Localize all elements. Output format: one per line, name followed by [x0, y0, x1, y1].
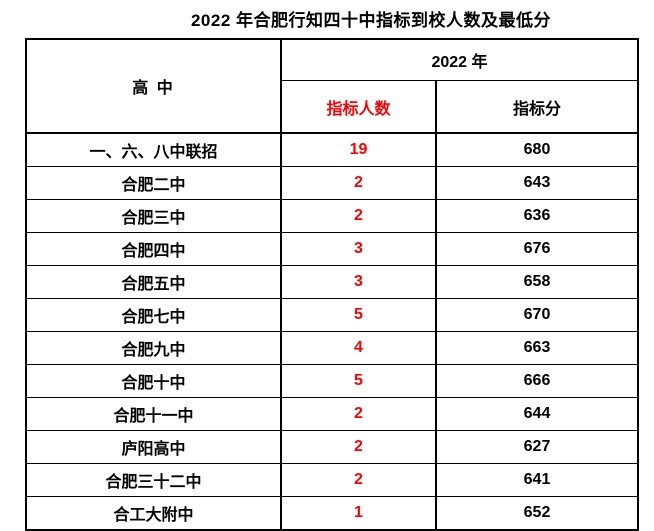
table-row: 合肥二中 2 643 [25, 166, 640, 200]
page-title: 2022 年合肥行知四十中指标到校人数及最低分 [190, 11, 552, 30]
table-row: 合肥四中 3 676 [25, 232, 640, 266]
school-name-cell: 合肥三十二中 [25, 463, 282, 497]
quota-score-cell: 663 [434, 331, 640, 365]
quota-score-cell: 641 [434, 463, 640, 497]
quota-count-cell: 2 [280, 397, 437, 431]
table-row: 合肥三十二中 2 641 [25, 463, 640, 497]
school-name-cell: 合肥十一中 [25, 397, 282, 431]
table-body: 一、六、八中联招 19 680 合肥二中 2 643 合肥三中 2 636 合肥… [25, 132, 640, 531]
header-row-year: 高 中 2022 年 [25, 38, 640, 134]
quota-count-cell: 2 [280, 463, 437, 497]
table-row: 合肥七中 5 670 [25, 298, 640, 332]
quota-count-cell: 2 [280, 166, 437, 200]
column-header-quota-score: 指标分 [434, 80, 640, 134]
quota-score-cell: 636 [434, 199, 640, 233]
quota-count-cell: 5 [280, 364, 437, 398]
quota-count-cell: 3 [280, 265, 437, 299]
quota-count-cell: 4 [280, 331, 437, 365]
column-header-school: 高 中 [25, 38, 282, 134]
header-row-sub: 指标人数 指标分 [26, 80, 640, 134]
quota-score-cell: 627 [434, 430, 640, 464]
school-name-cell: 庐阳高中 [25, 430, 282, 464]
quota-score-cell: 643 [434, 166, 640, 200]
quota-count-cell: 3 [280, 232, 437, 266]
quota-count-cell: 2 [280, 430, 437, 464]
quota-score-cell: 680 [434, 132, 640, 167]
table-row: 合肥十中 5 666 [25, 364, 640, 398]
table-row: 合肥五中 3 658 [25, 265, 640, 299]
quota-score-cell: 658 [434, 265, 640, 299]
school-name-cell: 合肥七中 [25, 298, 282, 332]
table-row: 庐阳高中 2 627 [25, 430, 640, 464]
table-header: 高 中 2022 年 指标人数 指标分 [25, 38, 640, 134]
quota-score-cell: 670 [434, 298, 640, 332]
quota-score-cell: 666 [434, 364, 640, 398]
school-name-cell: 合肥十中 [25, 364, 282, 398]
school-name-cell: 合肥四中 [25, 232, 282, 266]
school-name-cell: 合肥九中 [25, 331, 282, 365]
quota-count-cell: 2 [280, 199, 437, 233]
column-header-year: 2022 年 [279, 38, 640, 81]
quota-count-cell: 5 [280, 298, 437, 332]
quota-count-cell: 19 [280, 132, 437, 167]
quota-table: 高 中 2022 年 指标人数 指标分 一、六、八中联招 19 680 合肥二中… [25, 38, 640, 531]
school-name-cell: 合肥三中 [25, 199, 282, 233]
table-row: 一、六、八中联招 19 680 [25, 132, 640, 167]
school-name-cell: 合肥二中 [25, 166, 282, 200]
table-row: 合肥九中 4 663 [25, 331, 640, 365]
table-row: 合肥三中 2 636 [25, 199, 640, 233]
quota-score-cell: 676 [434, 232, 640, 266]
school-name-cell: 合肥五中 [25, 265, 282, 299]
school-name-cell: 一、六、八中联招 [25, 132, 282, 167]
column-header-quota-count: 指标人数 [280, 80, 437, 134]
table-row: 合肥十一中 2 644 [25, 397, 640, 431]
quota-score-cell: 644 [434, 397, 640, 431]
